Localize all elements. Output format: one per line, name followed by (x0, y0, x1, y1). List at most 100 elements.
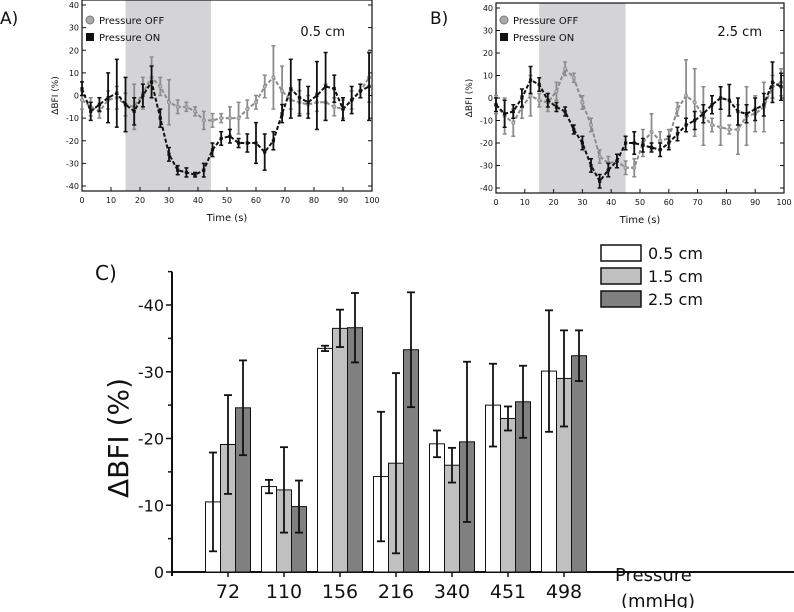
legend-swatch (600, 244, 642, 262)
y-tick-label: -20 (480, 139, 493, 148)
x-tick-label: 216 (378, 581, 414, 603)
x-tick-label: 498 (546, 581, 582, 603)
y-tick-label: -40 (138, 296, 164, 315)
series-line (81, 75, 370, 122)
panel-label: C) (95, 261, 117, 285)
data-point (563, 66, 568, 71)
x-tick-label: 10 (520, 198, 530, 207)
data-point (167, 152, 171, 156)
data-point (528, 78, 533, 82)
legend-label-pressure-off: Pressure OFF (513, 16, 579, 27)
data-point (658, 138, 663, 143)
x-tick-label: 0 (493, 198, 498, 207)
panel-label: A) (0, 9, 18, 29)
data-point (494, 103, 498, 107)
x-axis-label-line2: (mmHg) (621, 591, 695, 608)
x-tick-label: 20 (549, 198, 559, 207)
bar (347, 327, 363, 573)
data-point (184, 104, 189, 109)
y-tick-label: 0 (74, 92, 79, 101)
data-point (201, 118, 206, 123)
y-tick-label: 0 (154, 563, 164, 582)
legend-label-pressure-on: Pressure ON (513, 33, 574, 44)
data-point (115, 91, 119, 95)
data-point (80, 87, 84, 91)
data-point (350, 98, 354, 102)
bar (429, 443, 445, 573)
y-tick-label: 20 (483, 49, 493, 58)
data-point (571, 75, 576, 80)
data-point (623, 165, 628, 170)
data-point (324, 84, 328, 89)
data-point (176, 168, 180, 172)
series-line (495, 78, 782, 184)
y-tick-label: -10 (480, 117, 493, 126)
data-point (684, 123, 688, 127)
data-point (106, 96, 110, 100)
y-tick-label: 10 (69, 69, 79, 78)
x-tick-label: 70 (693, 198, 703, 207)
data-point (254, 141, 258, 145)
x-tick-label: 10 (106, 196, 116, 205)
x-tick-label: 100 (364, 196, 379, 205)
legend-label: 0.5 cm (648, 244, 703, 263)
data-point (693, 118, 697, 123)
data-point (641, 143, 645, 147)
data-point (537, 98, 542, 103)
y-tick-label: -30 (138, 363, 164, 382)
x-tick-label: 30 (577, 198, 587, 207)
bar-panel-c: C) 0 -10 -20 -30 -40 ΔBFI (%) 72 110 156 216 340 451… (95, 244, 794, 612)
data-point (150, 80, 154, 84)
y-tick-label: -20 (138, 430, 164, 449)
x-tick-label: 100 (776, 198, 791, 207)
data-point (649, 129, 654, 134)
data-point (175, 104, 180, 109)
data-point (306, 100, 310, 104)
legend-label: 2.5 cm (648, 290, 703, 309)
data-point (263, 150, 267, 154)
series-pressure-on (494, 61, 784, 189)
data-point (554, 89, 559, 94)
data-point (97, 102, 101, 107)
data-point (632, 141, 636, 145)
x-axis-label: Time (s) (619, 215, 661, 226)
data-point (598, 179, 602, 183)
data-point (762, 103, 766, 107)
legend-swatch (600, 290, 642, 308)
x-tick-label: 110 (266, 581, 302, 603)
x-tick-label: 20 (135, 196, 145, 205)
depth-annotation: 2.5 cm (717, 25, 762, 40)
y-tick-label: 0 (488, 94, 493, 103)
y-tick-label: 20 (69, 46, 79, 55)
data-point (245, 141, 249, 145)
legend-marker-pressure-on (86, 33, 94, 41)
y-axis-label: ΔBFI (%) (51, 76, 61, 115)
x-tick-label: 90 (338, 196, 348, 205)
data-point (262, 84, 267, 89)
legend-marker-pressure-on (500, 33, 508, 41)
data-point (158, 116, 162, 120)
data-point (332, 104, 337, 109)
data-point (546, 98, 550, 102)
bar (332, 327, 348, 573)
x-tick-label: 40 (193, 196, 203, 205)
bar (571, 355, 587, 573)
bar (261, 486, 277, 573)
data-point (710, 123, 715, 128)
data-point (718, 125, 723, 130)
data-point (667, 141, 671, 145)
data-point (597, 154, 602, 159)
x-tick-label: 60 (664, 198, 674, 207)
x-axis-label: Time (s) (206, 213, 248, 224)
x-tick-label: 30 (164, 196, 174, 205)
data-point (210, 118, 215, 123)
data-point (297, 96, 302, 100)
data-point (658, 148, 662, 152)
data-point (779, 85, 783, 89)
data-point (503, 112, 507, 116)
y-tick-label: -40 (66, 182, 79, 191)
data-point (710, 103, 714, 107)
data-point (537, 82, 541, 87)
